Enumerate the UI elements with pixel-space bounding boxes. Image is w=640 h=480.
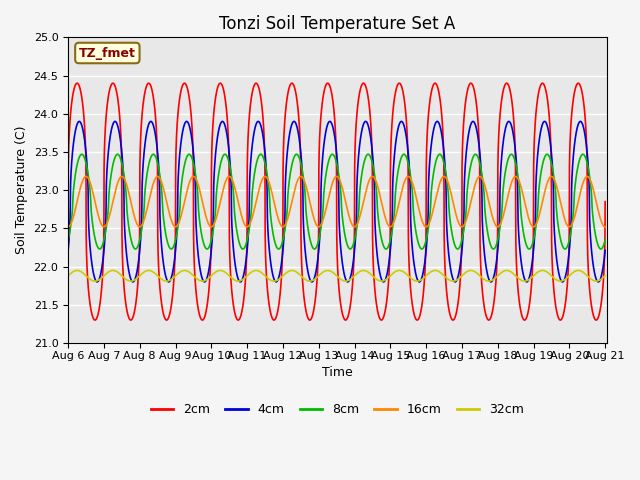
4cm: [290, 119, 298, 124]
Legend: 2cm, 4cm, 8cm, 16cm, 32cm: 2cm, 4cm, 8cm, 16cm, 32cm: [146, 398, 529, 421]
4cm: [272, 279, 280, 285]
32cm: [92, 278, 100, 284]
2cm: [496, 117, 504, 123]
32cm: [592, 278, 600, 284]
2cm: [601, 199, 609, 204]
32cm: [496, 271, 504, 277]
Line: 8cm: 8cm: [68, 154, 605, 249]
16cm: [483, 188, 490, 194]
4cm: [483, 265, 490, 271]
4cm: [407, 225, 415, 230]
4cm: [468, 120, 476, 125]
2cm: [64, 199, 72, 204]
4cm: [601, 248, 609, 253]
Line: 16cm: 16cm: [68, 177, 605, 227]
4cm: [496, 214, 504, 220]
8cm: [468, 158, 476, 164]
2cm: [73, 80, 81, 86]
32cm: [483, 278, 490, 284]
32cm: [503, 267, 511, 273]
Y-axis label: Soil Temperature (C): Soil Temperature (C): [15, 126, 28, 254]
8cm: [601, 237, 609, 243]
8cm: [64, 237, 72, 243]
16cm: [92, 204, 100, 210]
32cm: [601, 273, 609, 279]
Title: Tonzi Soil Temperature Set A: Tonzi Soil Temperature Set A: [220, 15, 456, 33]
2cm: [592, 317, 600, 323]
32cm: [407, 276, 415, 281]
8cm: [186, 151, 193, 157]
4cm: [503, 120, 511, 126]
2cm: [407, 290, 415, 296]
16cm: [496, 223, 504, 228]
8cm: [92, 240, 100, 246]
16cm: [82, 174, 90, 180]
32cm: [64, 273, 72, 279]
Line: 2cm: 2cm: [68, 83, 605, 320]
32cm: [468, 267, 476, 273]
16cm: [601, 224, 609, 230]
16cm: [64, 224, 72, 230]
4cm: [64, 248, 72, 253]
16cm: [503, 197, 511, 203]
Line: 32cm: 32cm: [68, 270, 605, 281]
8cm: [407, 176, 415, 182]
X-axis label: Time: Time: [322, 366, 353, 379]
4cm: [92, 278, 100, 284]
8cm: [168, 246, 175, 252]
8cm: [503, 160, 511, 166]
32cm: [73, 267, 81, 273]
2cm: [503, 80, 511, 86]
16cm: [407, 176, 415, 182]
2cm: [483, 313, 490, 319]
Text: TZ_fmet: TZ_fmet: [79, 47, 136, 60]
8cm: [496, 227, 504, 233]
Line: 4cm: 4cm: [68, 121, 605, 282]
2cm: [468, 81, 476, 86]
16cm: [468, 195, 476, 201]
2cm: [92, 316, 100, 322]
8cm: [483, 221, 490, 227]
